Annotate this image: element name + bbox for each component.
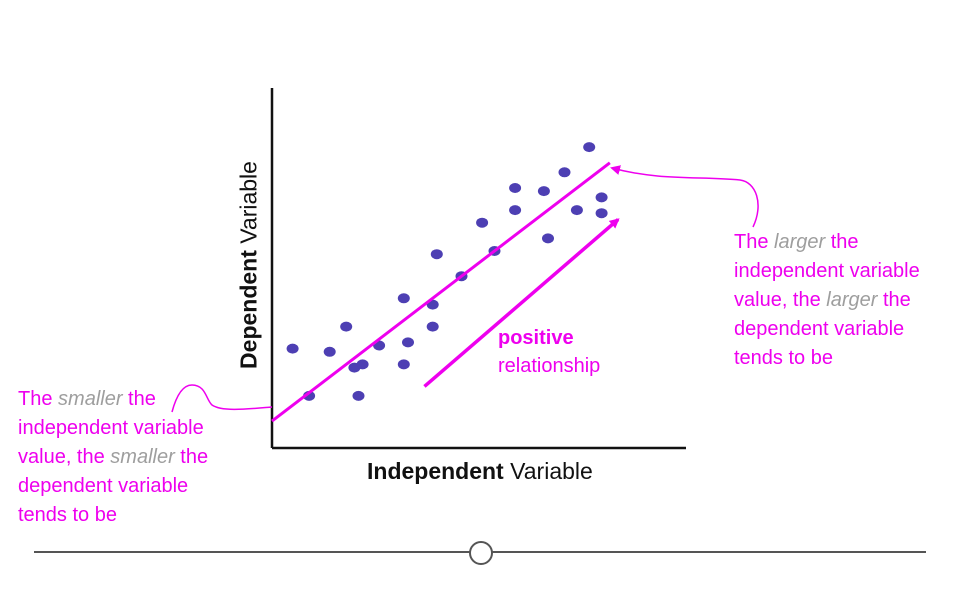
data-point-24: [583, 142, 596, 153]
annotation-left: The smaller the independent variable val…: [18, 388, 209, 526]
data-point-3: [323, 346, 336, 357]
data-point-26: [595, 208, 608, 219]
data-point-14: [430, 249, 443, 260]
data-point-12: [426, 321, 439, 332]
data-point-19: [509, 183, 522, 193]
arrow-label-line2: relationship: [498, 355, 601, 377]
data-point-23: [570, 205, 583, 216]
points-layer: [286, 142, 608, 401]
right-callout-line: [610, 165, 759, 228]
data-point-1: [286, 343, 299, 354]
data-point-20: [542, 233, 554, 244]
data-point-25: [595, 192, 608, 203]
left-callout-line: [171, 384, 273, 413]
relationship-arrow: [423, 218, 620, 388]
arrow-label-line1: positive: [498, 327, 574, 349]
data-point-11: [402, 337, 414, 348]
trend-line: [271, 161, 611, 423]
x-axis-label: Independent Variable: [367, 458, 593, 485]
data-point-18: [509, 205, 522, 216]
y-axis-label-bold: Dependent: [235, 250, 262, 369]
data-point-6: [352, 390, 365, 401]
data-point-7: [356, 359, 369, 370]
x-axis-label-rest: Variable: [503, 458, 593, 484]
arrow-label: positive relationship: [498, 324, 600, 380]
data-point-10: [397, 359, 410, 370]
data-point-21: [537, 186, 550, 197]
data-point-9: [397, 293, 410, 304]
annotation-right: The larger the independent variable valu…: [734, 231, 920, 369]
slider-handle[interactable]: [469, 541, 493, 565]
data-point-4: [340, 321, 353, 332]
data-point-16: [476, 217, 489, 228]
y-axis-label: Dependent Variable: [236, 161, 263, 369]
data-point-22: [558, 167, 571, 178]
y-axis-label-rest: Variable: [235, 161, 262, 251]
x-axis-label-bold: Independent: [367, 458, 504, 484]
